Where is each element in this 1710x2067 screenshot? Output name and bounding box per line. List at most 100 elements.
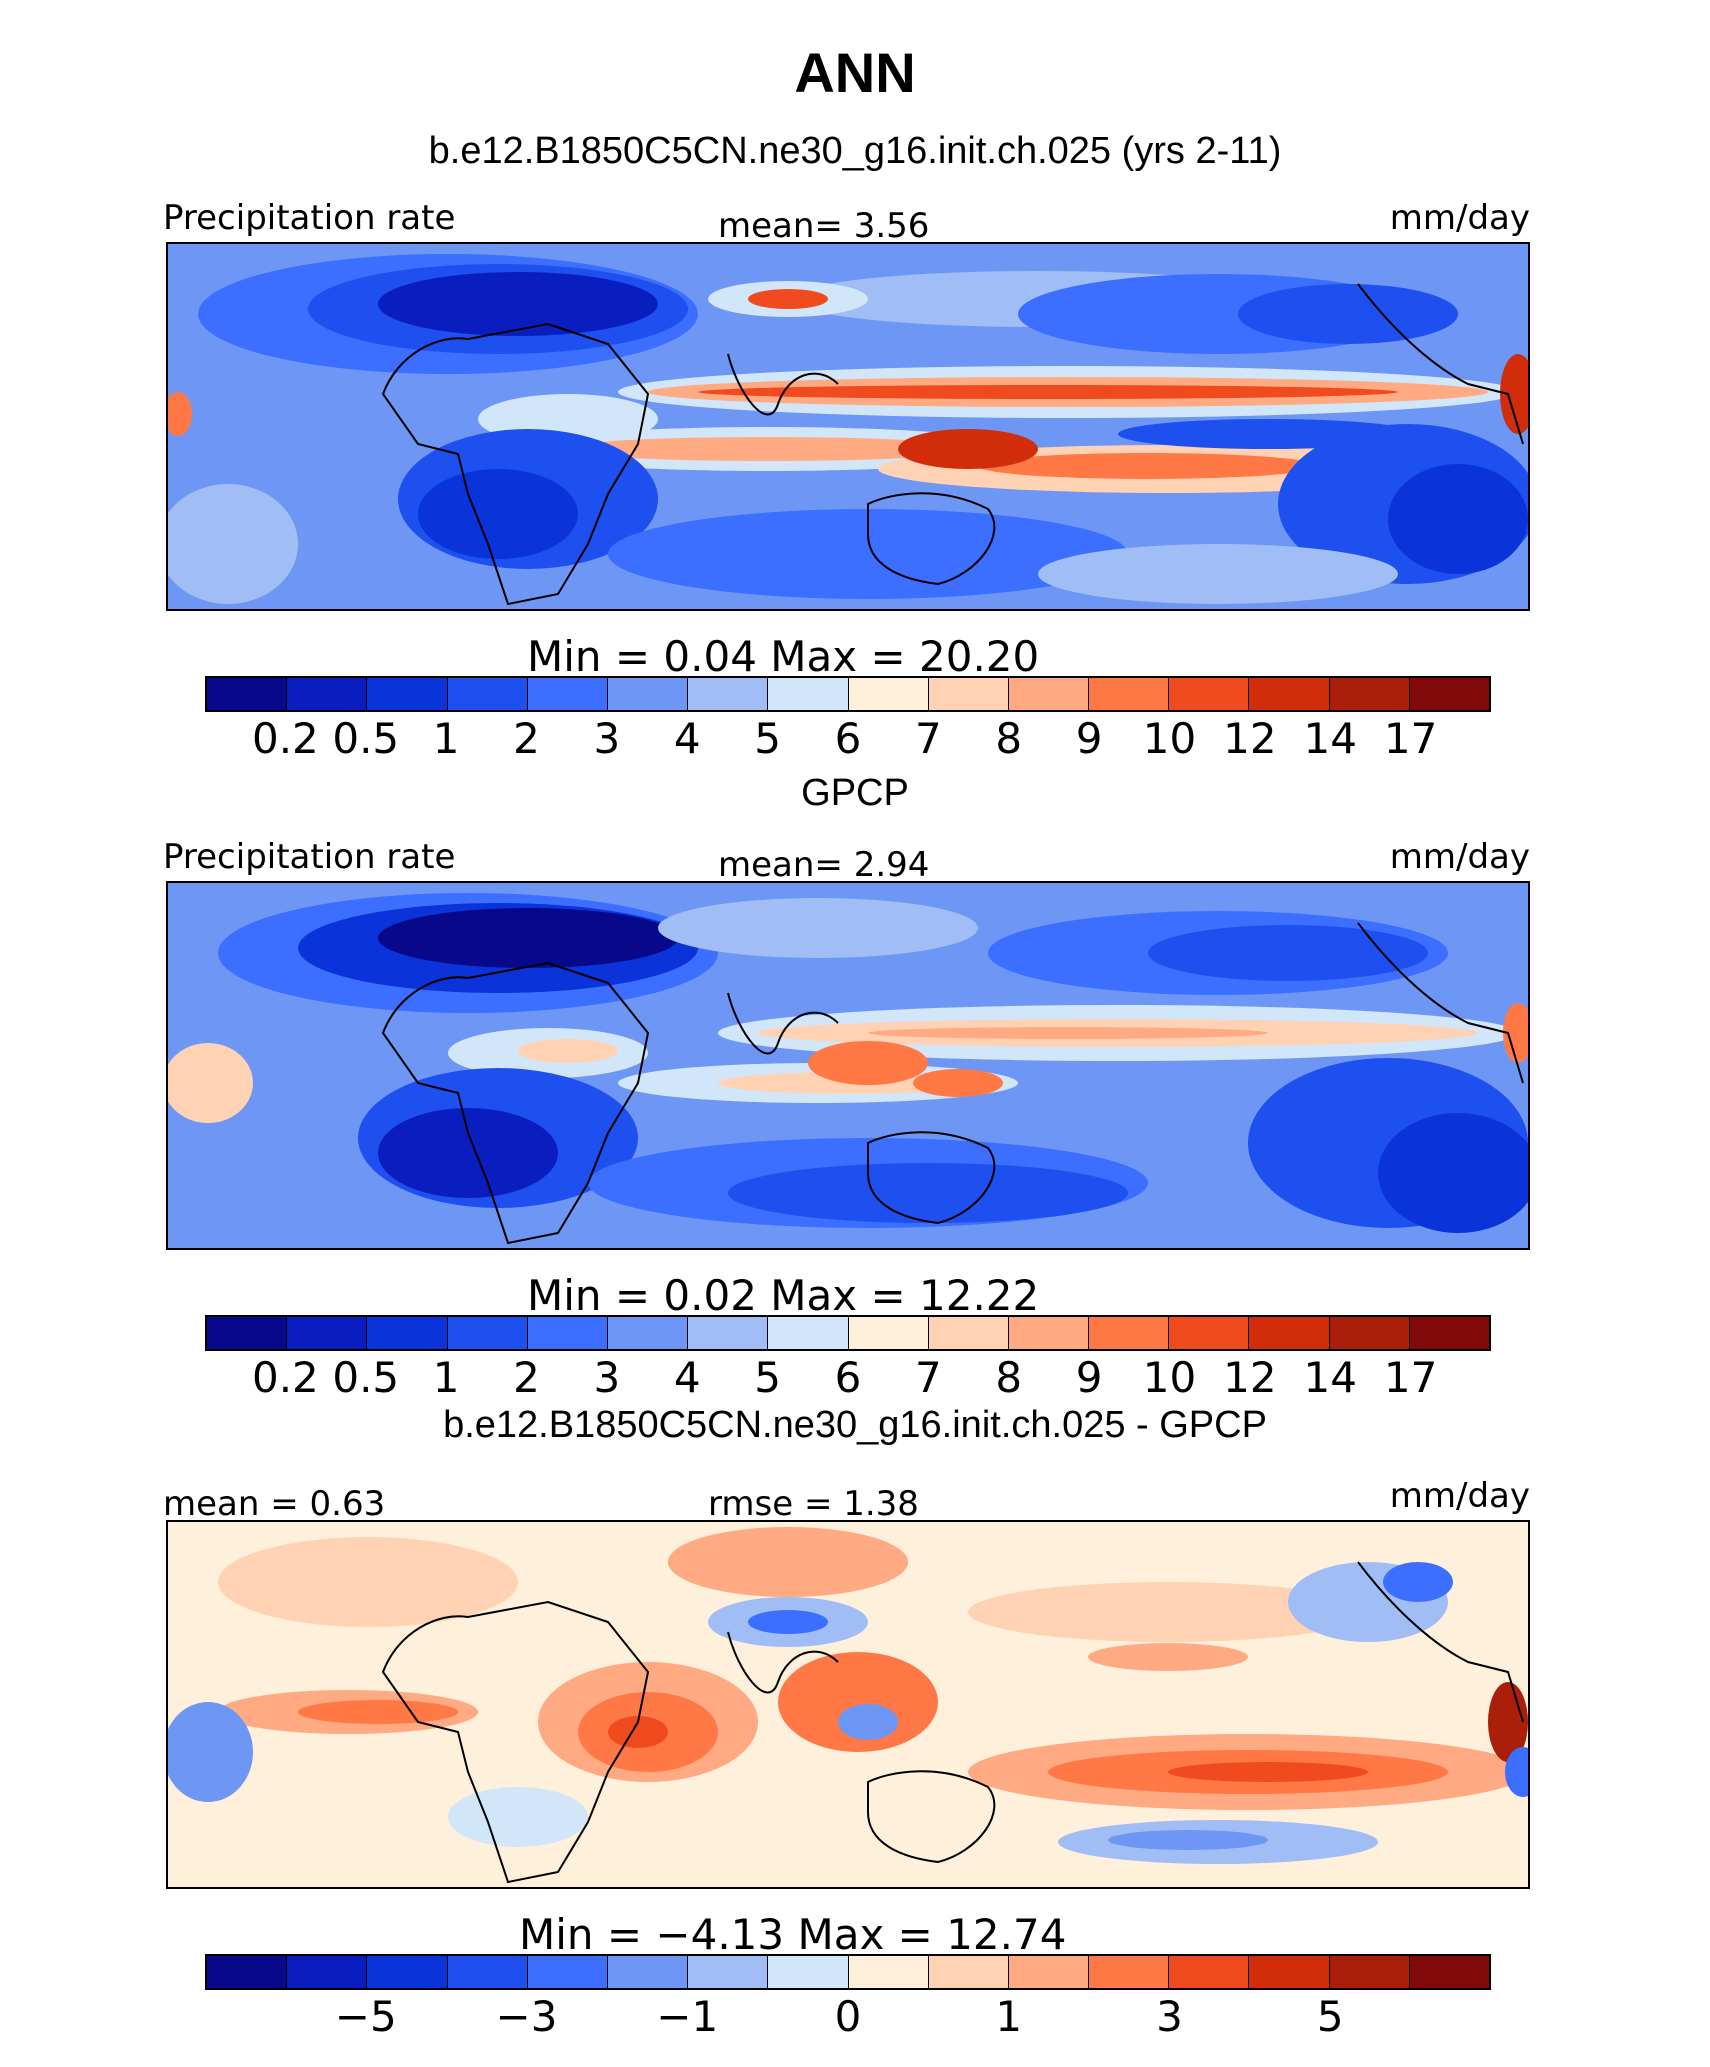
figure-title: ANN (794, 41, 916, 104)
panel1-left-label: Precipitation rate (163, 198, 456, 238)
colorbar-cell (607, 1317, 689, 1349)
colorbar-tick-label: 0 (834, 1992, 862, 2041)
colorbar-cell (207, 1956, 288, 1988)
colorbar-tick-label: 4 (673, 714, 701, 763)
colorbar-tick-label: 5 (1316, 1992, 1344, 2041)
colorbar-cell (848, 1956, 929, 1988)
colorbar-cell (447, 1317, 528, 1349)
panel3-mean-label: mean = 0.63 (163, 1484, 386, 1524)
panel1-map (166, 242, 1530, 611)
colorbar-tick-label: 3 (593, 1353, 621, 1402)
colorbar-cell (848, 1317, 929, 1349)
panel3-map (166, 1520, 1530, 1889)
colorbar-tick-label: −3 (495, 1992, 558, 2041)
colorbar-cell (1169, 1956, 1250, 1988)
panel3-field (168, 1522, 1528, 1887)
colorbar-cell (1409, 1956, 1489, 1988)
colorbar-cell (1409, 1317, 1489, 1349)
colorbar-cell (1329, 1317, 1410, 1349)
colorbar-tick-label: 1 (432, 714, 460, 763)
colorbar-cell (1249, 678, 1330, 710)
colorbar-cell (367, 1956, 448, 1988)
panel2-field (168, 883, 1528, 1248)
panel2-colorbar (205, 1315, 1491, 1351)
colorbar-cell (367, 1317, 448, 1349)
colorbar-tick-label: 2 (513, 1353, 540, 1402)
colorbar-tick-label: 5 (754, 1353, 781, 1402)
colorbar-tick-label: 0.5 (332, 714, 400, 763)
colorbar-cell (768, 1317, 849, 1349)
colorbar-tick-label: 6 (834, 1353, 862, 1402)
colorbar-tick-label: 17 (1383, 1353, 1438, 1402)
colorbar-tick-label: 6 (834, 714, 862, 763)
colorbar-cell (607, 1956, 689, 1988)
colorbar-tick-label: 0.2 (251, 1353, 319, 1402)
panel1-units: mm/day (1389, 198, 1530, 238)
colorbar-tick-label: 10 (1142, 714, 1197, 763)
panel3-title: b.e12.B1850C5CN.ne30_g16.init.ch.025 - G… (443, 1404, 1267, 1446)
panel2-left-label: Precipitation rate (163, 837, 456, 877)
panel2-units: mm/day (1389, 837, 1530, 877)
colorbar-cell (688, 1956, 769, 1988)
colorbar-cell (928, 1956, 1009, 1988)
colorbar-tick-label: 7 (915, 714, 942, 763)
panel2-map (166, 881, 1530, 1250)
panel3-minmax: Min = −4.13 Max = 12.74 (519, 1910, 1067, 1959)
panel2-colorbar-ticks: 0.2 0.5 1 2 3 4 5 6 7 8 9 10 12 14 17 (205, 1351, 1491, 1402)
colorbar-cell (1089, 678, 1170, 710)
colorbar-cell (1329, 1956, 1410, 1988)
colorbar-tick-label: 1 (995, 1992, 1023, 2041)
colorbar-tick-label: 5 (754, 714, 781, 763)
colorbar-cell (768, 678, 849, 710)
colorbar-tick-label: 17 (1383, 714, 1438, 763)
colorbar-tick-label: 4 (673, 1353, 701, 1402)
panel2-minmax: Min = 0.02 Max = 12.22 (527, 1271, 1040, 1320)
colorbar-cell (367, 678, 448, 710)
colorbar-cell (287, 1956, 368, 1988)
panel1-field (168, 244, 1528, 609)
colorbar-cell (688, 678, 769, 710)
colorbar-tick-label: 9 (1075, 1353, 1103, 1402)
panel1-minmax: Min = 0.04 Max = 20.20 (527, 632, 1040, 681)
colorbar-cell (1169, 678, 1250, 710)
colorbar-tick-label: 9 (1075, 714, 1103, 763)
colorbar-tick-label: 7 (915, 1353, 942, 1402)
colorbar-cell (1008, 678, 1090, 710)
colorbar-cell (1409, 678, 1489, 710)
colorbar-cell (447, 678, 528, 710)
colorbar-tick-label: 12 (1223, 1353, 1277, 1402)
colorbar-tick-label: 12 (1223, 714, 1277, 763)
colorbar-cell (607, 678, 689, 710)
colorbar-tick-label: 0.2 (251, 714, 319, 763)
colorbar-tick-label: 3 (593, 714, 621, 763)
colorbar-tick-label: 3 (1156, 1992, 1183, 2041)
colorbar-cell (1089, 1956, 1170, 1988)
colorbar-tick-label: −5 (334, 1992, 397, 2041)
panel1-colorbar (205, 676, 1491, 712)
colorbar-tick-label: 14 (1303, 1353, 1357, 1402)
colorbar-tick-label: −1 (656, 1992, 719, 2041)
colorbar-tick-label: 0.5 (332, 1353, 400, 1402)
colorbar-tick-label: 8 (995, 1353, 1023, 1402)
panel3-units: mm/day (1389, 1476, 1530, 1516)
colorbar-cell (527, 1317, 608, 1349)
colorbar-cell (1008, 1317, 1090, 1349)
panel1-mean-label: mean= 3.56 (718, 206, 930, 246)
colorbar-cell (527, 1956, 608, 1988)
colorbar-cell (928, 1317, 1009, 1349)
colorbar-cell (287, 678, 368, 710)
colorbar-tick-label: 2 (513, 714, 540, 763)
colorbar-cell (1249, 1956, 1330, 1988)
colorbar-tick-label: 8 (995, 714, 1023, 763)
colorbar-cell (527, 678, 608, 710)
colorbar-cell (688, 1317, 769, 1349)
colorbar-cell (207, 678, 288, 710)
colorbar-tick-label: 10 (1142, 1353, 1197, 1402)
colorbar-cell (207, 1317, 288, 1349)
colorbar-tick-label: 1 (432, 1353, 460, 1402)
panel3-rmse-label: rmse = 1.38 (708, 1484, 919, 1524)
colorbar-cell (1249, 1317, 1330, 1349)
colorbar-cell (447, 1956, 528, 1988)
panel3-colorbar-ticks: −5 −3 −1 0 1 3 5 (205, 1990, 1491, 2041)
panel1-colorbar-ticks: 0.2 0.5 1 2 3 4 5 6 7 8 9 10 12 14 17 (205, 712, 1491, 763)
